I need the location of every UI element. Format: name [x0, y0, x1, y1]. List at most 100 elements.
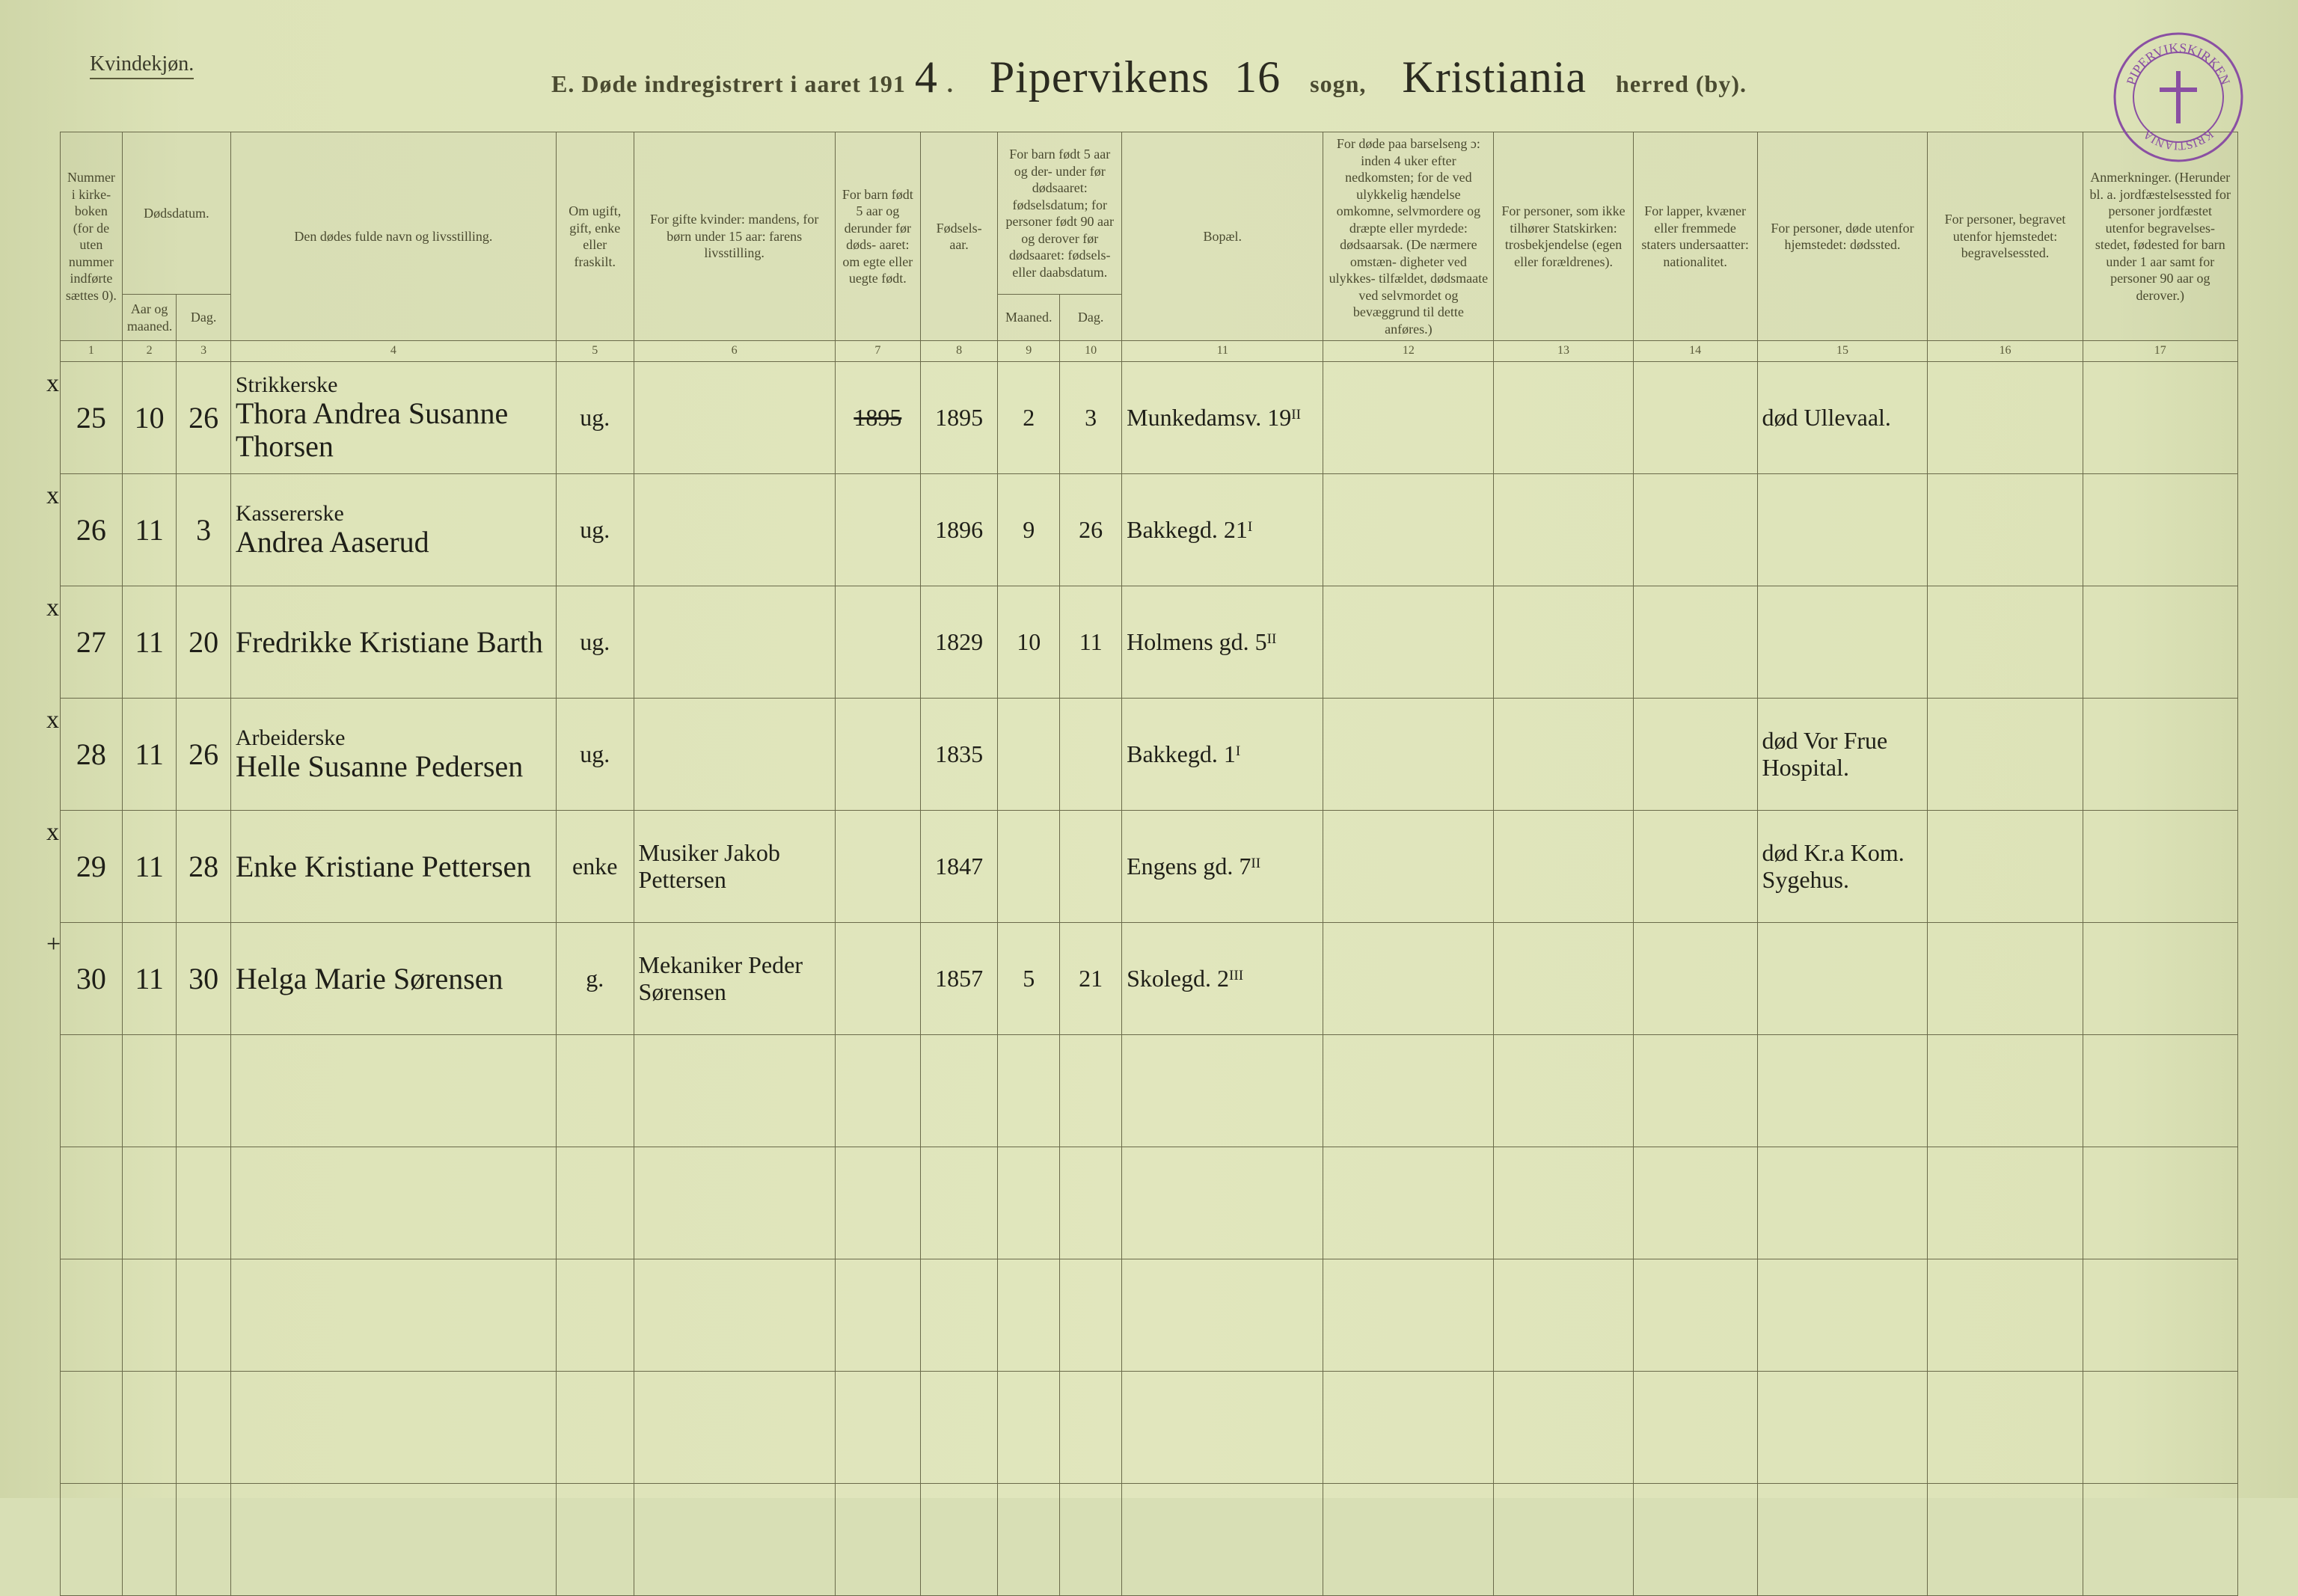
column-number: 13: [1494, 341, 1633, 362]
occupation: Strikkerske: [236, 372, 551, 397]
cell-legit: 1895: [835, 362, 920, 474]
ledger-table: Nummer i kirke- boken (for de uten numme…: [60, 132, 2238, 1596]
hdr-confession: For personer, som ikke tilhører Statskir…: [1494, 132, 1633, 341]
cell-confession: [1494, 474, 1633, 586]
cell-name: Helga Marie Sørensen: [230, 923, 556, 1035]
margin-mark: x: [46, 369, 59, 398]
cell-relation: Musiker Jakob Pettersen: [634, 811, 835, 923]
cell-nationality: [1633, 699, 1757, 811]
ledger-page: Kvindekjøn. E. Døde indregistrert i aare…: [0, 0, 2298, 1498]
hdr-legit: For barn født 5 aar og derunder før døds…: [835, 132, 920, 341]
cell-nationality: [1633, 586, 1757, 699]
gender-label: Kvindekjøn.: [90, 52, 194, 79]
person-name: Thora Andrea Susanne Thorsen: [236, 397, 551, 463]
hdr-deathplace: For personer, døde utenfor hjemstedet: d…: [1757, 132, 1928, 341]
table-row: 251026StrikkerskeThora Andrea Susanne Th…: [61, 362, 2238, 474]
cell-remarks: [2083, 811, 2237, 923]
table-row: 281126ArbeiderskeHelle Susanne Pedersenu…: [61, 699, 2238, 811]
cell-deathplace: [1757, 923, 1928, 1035]
table-row: 291128Enke Kristiane PettersenenkeMusike…: [61, 811, 2238, 923]
table-body: 251026StrikkerskeThora Andrea Susanne Th…: [61, 362, 2238, 1596]
cell-name: Enke Kristiane Pettersen: [230, 811, 556, 923]
cell-residence: Munkedamsv. 19ᴵᴵ: [1122, 362, 1323, 474]
cell-relation: [634, 586, 835, 699]
page-title: E. Døde indregistrert i aaret 1914. Pipe…: [60, 52, 2238, 102]
cell-legit: [835, 811, 920, 923]
cell-cause: [1323, 923, 1494, 1035]
cell-cause: [1323, 811, 1494, 923]
column-number: 11: [1122, 341, 1323, 362]
cell-residence: Bakkegd. 1ᴵ: [1122, 699, 1323, 811]
cell-legit: [835, 586, 920, 699]
cell-name: KassererskeAndrea Aaserud: [230, 474, 556, 586]
column-numbers: 1234567891011121314151617: [61, 341, 2238, 362]
table-row: 26113KassererskeAndrea Aaserudug.1896926…: [61, 474, 2238, 586]
cell-legit: [835, 474, 920, 586]
cell-relation: [634, 362, 835, 474]
cell-burial_place: [1928, 923, 2083, 1035]
cell-remarks: [2083, 699, 2237, 811]
cell-cause: [1323, 586, 1494, 699]
herred-label: herred (by).: [1616, 70, 1747, 97]
margin-mark: x: [46, 706, 59, 734]
hdr-birth-day: Dag.: [1060, 295, 1122, 341]
cell-name: StrikkerskeThora Andrea Susanne Thorsen: [230, 362, 556, 474]
table-header: Nummer i kirke- boken (for de uten numme…: [61, 132, 2238, 341]
cell-cause: [1323, 362, 1494, 474]
cell-confession: [1494, 923, 1633, 1035]
parish-hand: Pipervikens: [981, 52, 1219, 102]
column-number: 3: [177, 341, 231, 362]
cell-deathplace: [1757, 586, 1928, 699]
cell-burial_place: [1928, 474, 2083, 586]
cell-cause: [1323, 699, 1494, 811]
column-number: 9: [998, 341, 1060, 362]
column-number: 7: [835, 341, 920, 362]
hdr-death-month: Aar og maaned.: [122, 295, 177, 341]
cell-relation: [634, 474, 835, 586]
cell-legit: [835, 923, 920, 1035]
stamp-icon: PIPERVIKSKIRKEN KRISTIANIA: [2111, 30, 2246, 165]
hdr-deathdate: Dødsdatum.: [122, 132, 230, 295]
column-number: 15: [1757, 341, 1928, 362]
table-row: 301130Helga Marie Sørenseng.Mekaniker Pe…: [61, 923, 2238, 1035]
cell-residence: Bakkegd. 21ᴵ: [1122, 474, 1323, 586]
occupation: Kassererske: [236, 501, 551, 526]
cell-relation: [634, 699, 835, 811]
svg-text:KRISTIANIA: KRISTIANIA: [2141, 127, 2216, 152]
title-prefix: E. Døde indregistrert i aaret 191: [551, 70, 906, 97]
cell-nationality: [1633, 474, 1757, 586]
hdr-relation: For gifte kvinder: mandens, for børn und…: [634, 132, 835, 341]
column-number: 5: [556, 341, 634, 362]
hdr-death-day: Dag.: [177, 295, 231, 341]
hdr-cause: For døde paa barselseng ɔ: inden 4 uker …: [1323, 132, 1494, 341]
cell-burial_place: [1928, 811, 2083, 923]
cell-residence: Holmens gd. 5ᴵᴵ: [1122, 586, 1323, 699]
hdr-burialplace: For personer, begravet utenfor hjemstede…: [1928, 132, 2083, 341]
cell-name: Fredrikke Kristiane Barth: [230, 586, 556, 699]
table-row-blank: [61, 1372, 2238, 1484]
cell-burial_place: [1928, 586, 2083, 699]
column-number: 2: [122, 341, 177, 362]
hdr-num: Nummer i kirke- boken (for de uten numme…: [61, 132, 123, 341]
cell-name: ArbeiderskeHelle Susanne Pedersen: [230, 699, 556, 811]
cell-remarks: [2083, 586, 2237, 699]
column-number: 12: [1323, 341, 1494, 362]
margin-mark: x: [46, 482, 59, 510]
hdr-nationality: For lapper, kvæner eller fremmede stater…: [1633, 132, 1757, 341]
cell-remarks: [2083, 362, 2237, 474]
column-number: 14: [1633, 341, 1757, 362]
cell-legit: [835, 699, 920, 811]
cell-confession: [1494, 586, 1633, 699]
cell-nationality: [1633, 362, 1757, 474]
parish-stamp: PIPERVIKSKIRKEN KRISTIANIA: [2111, 30, 2246, 165]
cell-remarks: [2083, 474, 2237, 586]
hdr-birthyear: Fødsels- aar.: [920, 132, 998, 341]
column-number: 6: [634, 341, 835, 362]
cell-residence: Skolegd. 2ᴵᴵᴵ: [1122, 923, 1323, 1035]
column-number: 10: [1060, 341, 1122, 362]
column-number: 4: [230, 341, 556, 362]
hdr-name: Den dødes fulde navn og livsstilling.: [230, 132, 556, 341]
margin-mark: +: [46, 930, 61, 959]
cell-cause: [1323, 474, 1494, 586]
cell-deathplace: død Kr.a Kom. Sygehus.: [1757, 811, 1928, 923]
